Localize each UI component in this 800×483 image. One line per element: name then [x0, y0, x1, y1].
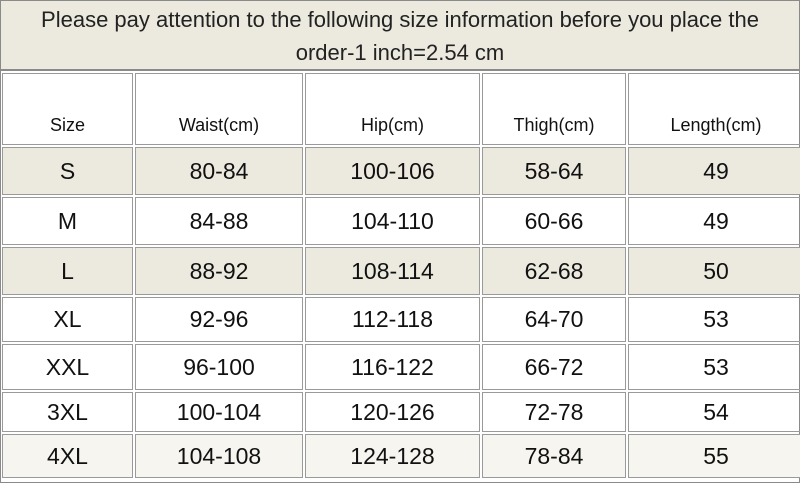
size-row: 3XL 100-104 120-126 72-78 54	[2, 392, 800, 432]
measure-cell: 49	[628, 197, 800, 245]
column-header: Waist(cm)	[135, 73, 303, 145]
size-cell: 4XL	[2, 434, 133, 478]
measure-cell: 100-104	[135, 392, 303, 432]
size-row: 4XL 104-108 124-128 78-84 55	[2, 434, 800, 478]
measure-cell: 66-72	[482, 344, 626, 390]
title: Please pay attention to the following si…	[1, 1, 799, 71]
measure-cell: 58-64	[482, 147, 626, 195]
measure-cell: 54	[628, 392, 800, 432]
measure-cell: 78-84	[482, 434, 626, 478]
size-cell: S	[2, 147, 133, 195]
size-cell: XXL	[2, 344, 133, 390]
measure-cell: 108-114	[305, 247, 480, 295]
size-cell: M	[2, 197, 133, 245]
measure-cell: 53	[628, 344, 800, 390]
measure-cell: 60-66	[482, 197, 626, 245]
measure-cell: 80-84	[135, 147, 303, 195]
size-row: S 80-84 100-106 58-64 49	[2, 147, 800, 195]
measure-cell: 116-122	[305, 344, 480, 390]
size-row: XL 92-96 112-118 64-70 53	[2, 297, 800, 342]
table-body: Size Waist(cm) Hip(cm) Thigh(cm) Length(cm) S…	[2, 73, 800, 478]
measure-cell: 55	[628, 434, 800, 478]
measure-cell: 53	[628, 297, 800, 342]
header-row: Size Waist(cm) Hip(cm) Thigh(cm) Length(cm)	[2, 73, 800, 145]
measure-cell: 120-126	[305, 392, 480, 432]
measure-cell: 104-110	[305, 197, 480, 245]
size-cell: L	[2, 247, 133, 295]
measure-cell: 100-106	[305, 147, 480, 195]
measure-cell: 112-118	[305, 297, 480, 342]
measure-cell: 92-96	[135, 297, 303, 342]
column-header: Hip(cm)	[305, 73, 480, 145]
size-cell: 3XL	[2, 392, 133, 432]
measure-cell: 72-78	[482, 392, 626, 432]
measure-cell: 64-70	[482, 297, 626, 342]
column-header: Size	[2, 73, 133, 145]
size-table: Size Waist(cm) Hip(cm) Thigh(cm) Length(cm) S…	[0, 71, 800, 480]
size-row: L 88-92 108-114 62-68 50	[2, 247, 800, 295]
column-header: Length(cm)	[628, 73, 800, 145]
measure-cell: 124-128	[305, 434, 480, 478]
size-row: XXL 96-100 116-122 66-72 53	[2, 344, 800, 390]
measure-cell: 84-88	[135, 197, 303, 245]
measure-cell: 96-100	[135, 344, 303, 390]
size-cell: XL	[2, 297, 133, 342]
measure-cell: 49	[628, 147, 800, 195]
column-header: Thigh(cm)	[482, 73, 626, 145]
measure-cell: 88-92	[135, 247, 303, 295]
measure-cell: 104-108	[135, 434, 303, 478]
measure-cell: 50	[628, 247, 800, 295]
size-row: M 84-88 104-110 60-66 49	[2, 197, 800, 245]
measure-cell: 62-68	[482, 247, 626, 295]
